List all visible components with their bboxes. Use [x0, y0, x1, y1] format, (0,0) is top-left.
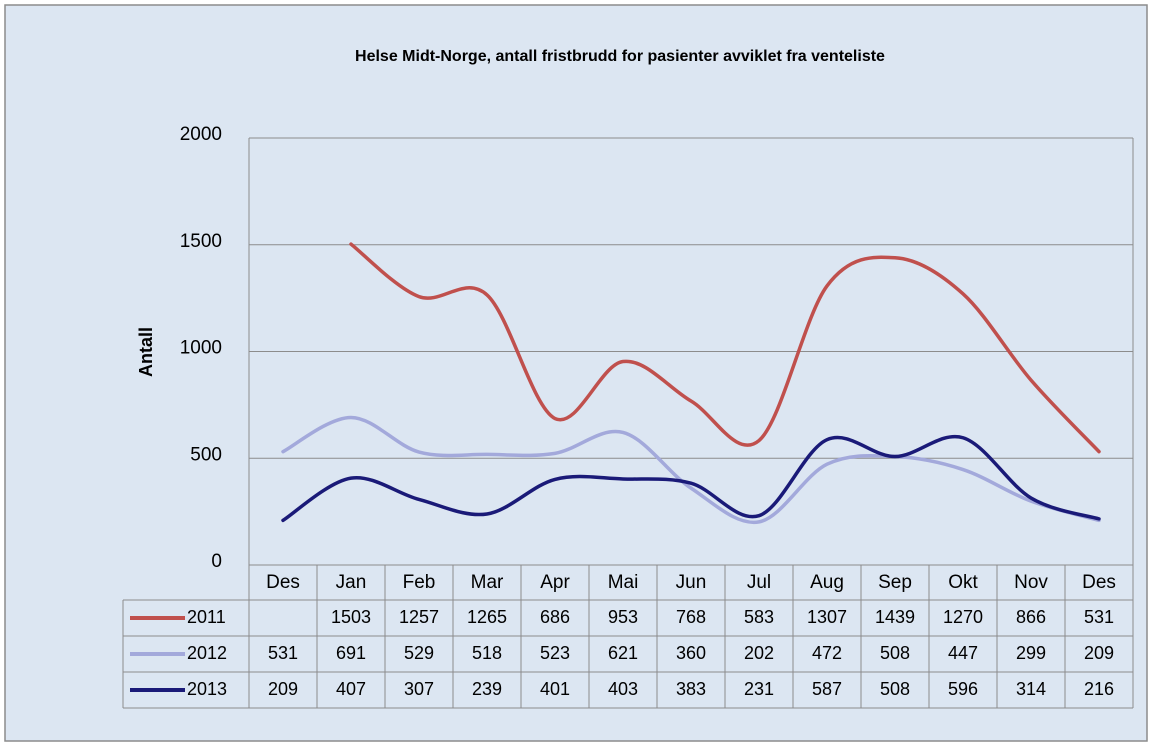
table-value: 518	[472, 643, 502, 663]
table-value: 209	[268, 679, 298, 699]
table-value: 508	[880, 643, 910, 663]
table-value: 447	[948, 643, 978, 663]
table-value: 407	[336, 679, 366, 699]
x-tick-label: Apr	[540, 572, 570, 593]
x-tick-label: Sep	[878, 572, 912, 593]
table-value: 401	[540, 679, 570, 699]
table-value: 299	[1016, 643, 1046, 663]
table-value: 768	[676, 607, 706, 627]
y-tick-label: 1000	[180, 338, 222, 359]
x-tick-label: Des	[266, 572, 300, 593]
table-value: 472	[812, 643, 842, 663]
table-value: 621	[608, 643, 638, 663]
series-line	[281, 415, 1101, 525]
table-value: 691	[336, 643, 366, 663]
legend-label: 2013	[187, 679, 227, 699]
x-tick-label: Des	[1082, 572, 1116, 593]
table-value: 583	[744, 607, 774, 627]
x-tick-label: Okt	[948, 572, 978, 593]
table-value: 529	[404, 643, 434, 663]
table-value: 1257	[399, 607, 439, 627]
series-line	[281, 434, 1101, 523]
y-tick-label: 1500	[180, 231, 222, 252]
x-tick-label: Mar	[471, 572, 504, 593]
table-value: 307	[404, 679, 434, 699]
table-value: 209	[1084, 643, 1114, 663]
y-tick-label: 2000	[180, 124, 222, 145]
y-tick-label: 500	[190, 444, 222, 465]
x-tick-label: Jan	[336, 572, 367, 593]
table-value: 686	[540, 607, 570, 627]
table-value: 231	[744, 679, 774, 699]
x-tick-label: Jul	[747, 572, 771, 593]
table-value: 531	[1084, 607, 1114, 627]
table-value: 523	[540, 643, 570, 663]
table-value: 314	[1016, 679, 1046, 699]
x-tick-label: Nov	[1014, 572, 1048, 593]
table-value: 1270	[943, 607, 983, 627]
x-tick-label: Mai	[608, 572, 639, 593]
y-tick-label: 0	[211, 551, 222, 572]
table-value: 360	[676, 643, 706, 663]
chart-background	[4, 4, 1148, 742]
table-value: 587	[812, 679, 842, 699]
table-value: 866	[1016, 607, 1046, 627]
table-value: 1439	[875, 607, 915, 627]
table-value: 202	[744, 643, 774, 663]
table-value: 403	[608, 679, 638, 699]
x-tick-label: Feb	[403, 572, 436, 593]
table-value: 596	[948, 679, 978, 699]
y-axis-label: Antall	[136, 327, 156, 377]
table-value: 531	[268, 643, 298, 663]
table-value: 1503	[331, 607, 371, 627]
legend-label: 2011	[187, 607, 226, 627]
x-tick-label: Aug	[810, 572, 844, 593]
table-value: 508	[880, 679, 910, 699]
table-value: 953	[608, 607, 638, 627]
chart-title: Helse Midt-Norge, antall fristbrudd for …	[355, 48, 885, 65]
series-line	[349, 242, 1101, 454]
table-value: 216	[1084, 679, 1114, 699]
legend-label: 2012	[187, 643, 227, 663]
table-value: 383	[676, 679, 706, 699]
x-tick-label: Jun	[676, 572, 707, 593]
table-value: 1265	[467, 607, 507, 627]
table-value: 239	[472, 679, 502, 699]
table-value: 1307	[807, 607, 847, 627]
